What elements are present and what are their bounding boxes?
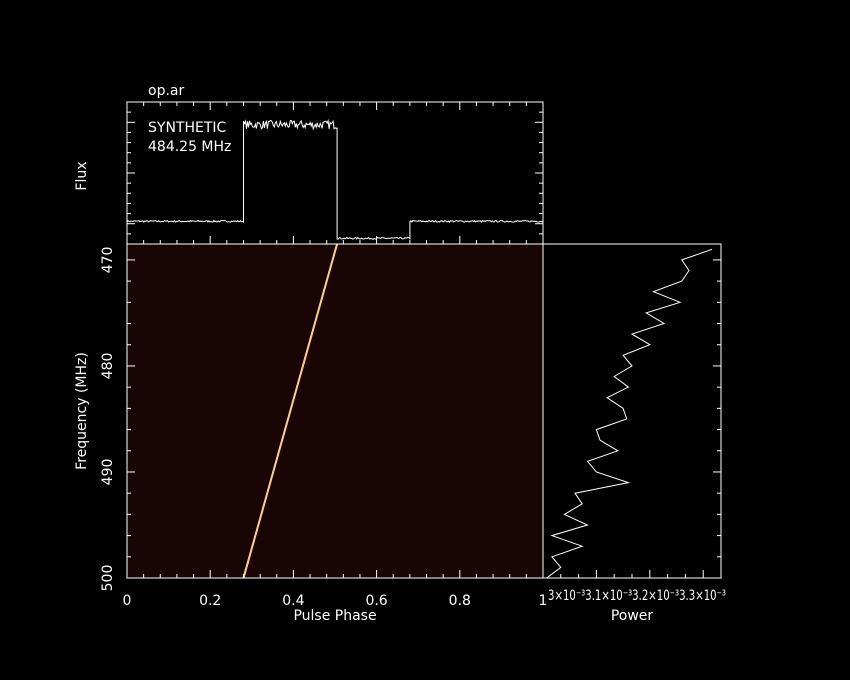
power-panel: 3×10⁻³3.1×10⁻³3.2×10⁻³3.3×10⁻³ Power: [542, 243, 726, 624]
power-tick-labels: 3×10⁻³3.1×10⁻³3.2×10⁻³3.3×10⁻³: [548, 588, 726, 604]
frequency-tick-label: 480: [100, 353, 116, 380]
power-ticks: [542, 570, 722, 578]
waterfall-tick-labels: 0 0.2 0.4 0.6 0.8 1 470 480 490 500: [100, 247, 547, 609]
phase-tick-label: 0.6: [365, 593, 387, 609]
annotation-line2: 484.25 MHz: [148, 139, 231, 155]
frequency-axis-label: Frequency (MHz): [74, 352, 90, 470]
file-label: op.ar: [148, 83, 184, 99]
phase-tick-label: 0.8: [449, 593, 471, 609]
phase-tick-label: 0.2: [199, 593, 221, 609]
annotation-line1: SYNTHETIC: [148, 120, 227, 136]
power-axis-label: Power: [611, 608, 654, 624]
frequency-tick-label: 500: [100, 565, 116, 592]
profile-line: [126, 118, 544, 241]
profile-ticks: [126, 101, 544, 245]
frequency-tick-label: 470: [100, 247, 116, 274]
power-line: [546, 248, 713, 579]
phase-axis-label: Pulse Phase: [293, 608, 376, 624]
profile-panel: SYNTHETIC 484.25 MHz Flux: [74, 101, 544, 245]
flux-axis-label: Flux: [74, 161, 90, 190]
phase-tick-label: 0: [123, 593, 132, 609]
frequency-tick-label: 490: [100, 459, 116, 486]
waterfall-panel: 0 0.2 0.4 0.6 0.8 1 470 480 490 500 Pulse Phase F…: [74, 243, 721, 624]
phase-tick-label: 1: [539, 593, 548, 609]
phase-tick-label: 0.4: [282, 593, 304, 609]
dispersion-sweep: [242, 243, 339, 579]
waterfall-area: [127, 244, 543, 578]
